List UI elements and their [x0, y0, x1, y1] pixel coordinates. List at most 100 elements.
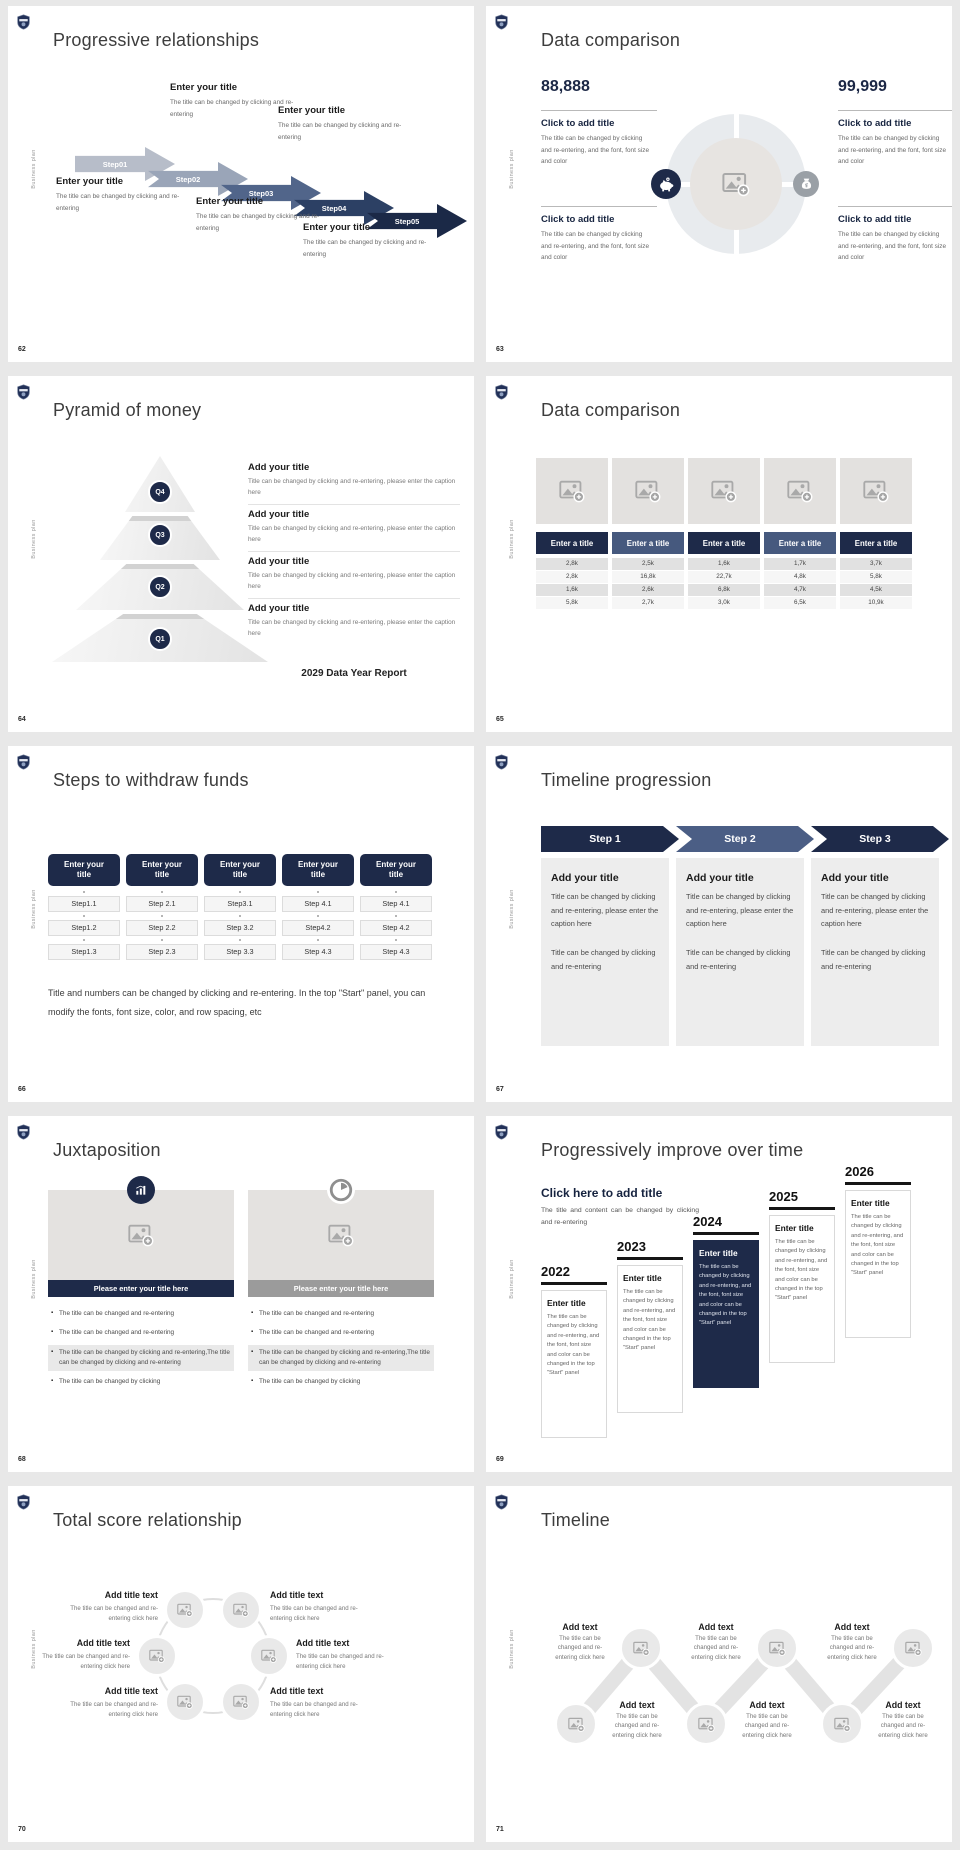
- divider: [838, 206, 952, 207]
- table-header: Enter a title: [840, 532, 912, 554]
- bar-chart-icon: [134, 1183, 148, 1197]
- slide-title: Steps to withdraw funds: [53, 770, 249, 790]
- caption-title: Add title text: [270, 1686, 324, 1696]
- caption-block: Add text The title can be changed and re-…: [604, 1700, 670, 1740]
- divider: [248, 504, 460, 505]
- arrow-banner-step-3: Step 3: [811, 826, 949, 852]
- underline-bar: [541, 1282, 607, 1285]
- add-image-icon: [633, 1640, 650, 1657]
- year-block-2025: 2025 Enter title The title can be changed…: [769, 1189, 835, 1363]
- underline-bar: [693, 1232, 759, 1235]
- caption-block: Add text The title can be changed and re-…: [734, 1700, 800, 1740]
- step-label: Step05: [394, 216, 420, 226]
- year-block-2022: 2022 Enter title The title can be changed…: [541, 1264, 607, 1438]
- year-desc: The title can be changed by clicking and…: [775, 1239, 828, 1302]
- table-cell: 4,7k: [764, 584, 836, 596]
- caption-title: Add your title: [248, 556, 310, 567]
- slide-69-thumbnail[interactable]: Business plan 69 Progressively improve o…: [486, 1116, 952, 1472]
- caption-block: Add your title Title can be changed by cl…: [248, 556, 460, 593]
- column-header: Enter your title: [282, 854, 354, 886]
- school-crest-logo-icon: [17, 754, 30, 770]
- section-desc: The title and content can be changed by …: [541, 1207, 699, 1226]
- divider: [248, 598, 460, 599]
- slide-68-thumbnail[interactable]: Business plan 68 Juxtaposition Please en…: [8, 1116, 474, 1472]
- step-cell: Step 4.2: [360, 915, 432, 936]
- caption-block: Add text The title can be changed and re-…: [870, 1700, 936, 1740]
- step-panel: Add your title Title can be changed by c…: [811, 858, 939, 1046]
- tier-badge-q1: Q1: [148, 627, 172, 651]
- side-label: Business plan: [31, 889, 37, 929]
- bullet-item: The title can be changed by clicking and…: [248, 1344, 434, 1371]
- side-label: Business plan: [509, 519, 515, 559]
- step-cell: Step 2.3: [126, 939, 198, 960]
- caption-desc: The title can be changed by clicking and…: [838, 231, 947, 262]
- caption-desc: The title can be changed by clicking and…: [541, 135, 650, 166]
- year-title: Enter title: [623, 1273, 662, 1283]
- table-cell: 4,8k: [764, 571, 836, 583]
- table-cell: 3,0k: [688, 597, 760, 609]
- image-placeholder: [764, 458, 836, 524]
- add-image-icon: [233, 1602, 249, 1618]
- caption-title: Add text: [619, 1700, 655, 1710]
- year-desc: The title can be changed by clicking and…: [699, 1264, 752, 1327]
- slide-64-thumbnail[interactable]: Business plan 64 Pyramid of money Q4 Q3 …: [8, 376, 474, 732]
- tier-badge-q2: Q2: [148, 575, 172, 599]
- slide-71-thumbnail[interactable]: Business plan 71 Timeline Add text The ti…: [486, 1486, 952, 1842]
- slide-66-thumbnail[interactable]: Business plan 66 Steps to withdraw funds…: [8, 746, 474, 1102]
- slide-65-thumbnail[interactable]: Business plan 65 Data comparison Enter a…: [486, 376, 952, 732]
- tier-badge-q4: Q4: [148, 480, 172, 504]
- step-cell: Step 2.2: [126, 915, 198, 936]
- panel-title: Add your title: [821, 872, 889, 884]
- caption-desc: The title can be changed by clicking and…: [278, 122, 402, 141]
- image-placeholder-node: [820, 1702, 864, 1746]
- bar-chart-badge: [127, 1176, 155, 1204]
- caption-desc: The title can be changed and re-entering…: [612, 1713, 662, 1739]
- slide-title: Data comparison: [541, 30, 681, 50]
- image-placeholder-node: [619, 1626, 663, 1670]
- caption-block: Enter your title The title can be changed…: [278, 105, 403, 143]
- caption-title: Enter your title: [303, 222, 371, 233]
- step-label: Step01: [102, 159, 128, 169]
- step-cell: Step 3.2: [204, 915, 276, 936]
- slide-title: Data comparison: [541, 400, 681, 420]
- panel-desc: Title can be changed by clicking and re-…: [551, 892, 659, 929]
- bullet-list: The title can be changed and re-entering…: [248, 1306, 434, 1393]
- caption-title: Click to add title: [541, 118, 615, 129]
- divider: [541, 206, 657, 207]
- column-header: Enter your title: [126, 854, 198, 886]
- column-header: Enter your title: [360, 854, 432, 886]
- table-cell: 3,7k: [840, 558, 912, 570]
- divider: [541, 110, 657, 111]
- table-header: Enter a title: [688, 532, 760, 554]
- slide-62-thumbnail[interactable]: Business plan 62 Progressive relationshi…: [8, 6, 474, 362]
- table-cell: 10,9k: [840, 597, 912, 609]
- table-cell: 5,8k: [536, 597, 608, 609]
- caption-block: Enter your title The title can be changed…: [56, 176, 181, 214]
- caption-block: Enter your title The title can be changed…: [196, 196, 321, 234]
- instruction-note: Title and numbers can be changed by clic…: [48, 988, 426, 1017]
- table-cell: 2,8k: [536, 558, 608, 570]
- underline-bar: [769, 1207, 835, 1210]
- caption-block: Add title text The title can be changed a…: [22, 1638, 130, 1672]
- caption-title: Add text: [885, 1700, 921, 1710]
- step-cell: Step1.3: [48, 939, 120, 960]
- caption-desc: The title can be changed and re-entering…: [270, 1605, 358, 1622]
- slide-number: 63: [496, 346, 504, 353]
- slide-67-thumbnail[interactable]: Business plan 67 Timeline progression St…: [486, 746, 952, 1102]
- bullet-item: The title can be changed and re-entering: [48, 1306, 234, 1322]
- step-panel: Add your title Title can be changed by c…: [541, 858, 669, 1046]
- divider: [838, 110, 952, 111]
- report-footer: 2029 Data Year Report: [301, 668, 407, 679]
- caption-title: Add title text: [296, 1638, 350, 1648]
- caption-block: Enter your title The title can be changed…: [170, 82, 295, 120]
- school-crest-logo-icon: [495, 754, 508, 770]
- image-placeholder-node: [220, 1681, 262, 1723]
- panel-desc-2: Title can be changed by clicking and re-…: [821, 948, 926, 971]
- year-label: 2026: [845, 1164, 874, 1179]
- add-image-icon: [233, 1694, 249, 1710]
- piggy-bank-badge: [651, 169, 681, 199]
- image-placeholder: [688, 458, 760, 524]
- slide-63-thumbnail[interactable]: Business plan 63 Data comparison 88,888 …: [486, 6, 952, 362]
- slide-70-thumbnail[interactable]: Business plan 70 Total score relationshi…: [8, 1486, 474, 1842]
- bullet-item: The title can be changed and re-entering: [248, 1306, 434, 1322]
